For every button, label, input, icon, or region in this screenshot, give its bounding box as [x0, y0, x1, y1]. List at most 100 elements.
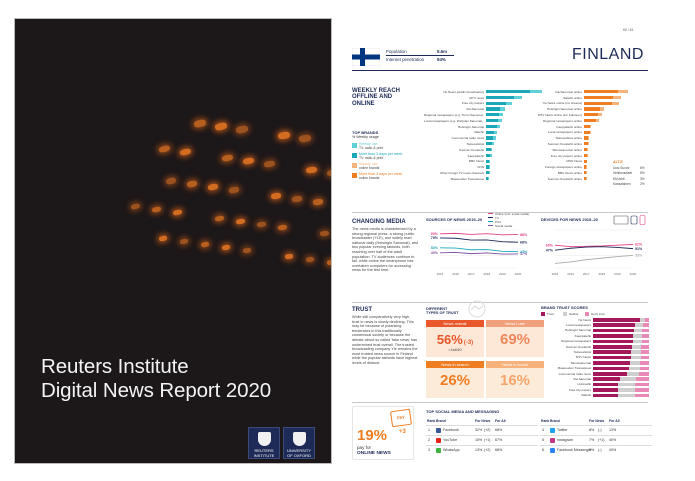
brand-label: Commercial radio news	[558, 371, 591, 376]
neither-segment	[631, 345, 642, 349]
light-dot	[179, 238, 189, 245]
trust-overall-rank: =1st/40	[448, 347, 462, 352]
brand-cell: Facebook	[443, 428, 459, 432]
light-dot	[312, 198, 324, 206]
row-divider	[540, 435, 652, 436]
legend-swatch	[352, 143, 357, 148]
trust-segment	[593, 388, 618, 392]
neither-segment	[640, 318, 645, 322]
series-line	[439, 252, 519, 255]
light-dot	[256, 221, 267, 228]
finland-country-page: 60 / 61 Population 5.6m Internet penetra…	[345, 18, 657, 464]
x-tick-label: 2016	[567, 272, 574, 276]
legend-line	[488, 213, 493, 214]
trust-segment	[593, 334, 633, 338]
for-news-cell: 13%	[475, 448, 483, 452]
trust-text: While still comparatively very high, tru…	[352, 315, 418, 365]
for-all-cell: 68%	[495, 448, 503, 452]
row-divider	[426, 445, 538, 446]
legend-label: Neither	[569, 311, 579, 316]
country-title: FINLAND	[572, 46, 644, 63]
brand-label: Local newspapers	[566, 323, 591, 327]
light-dot	[242, 157, 255, 166]
crest-icon	[292, 432, 306, 446]
for-news-cell: 5%	[589, 448, 595, 452]
reach-bar-3days	[584, 142, 588, 146]
bar-label: Kauppalehti	[467, 153, 484, 158]
bar-label: Helsingin Sanomat	[458, 124, 484, 129]
reach-bar-3days	[584, 113, 598, 117]
bar-label: Iltalehti	[474, 130, 484, 135]
for-all-cell: 13%	[609, 428, 617, 432]
trust-segment	[593, 328, 634, 333]
distrust-segment	[642, 328, 649, 333]
distrust-segment	[644, 318, 649, 322]
divider	[352, 302, 648, 303]
neither-segment	[628, 366, 640, 371]
neither-segment	[617, 393, 635, 398]
legend-label: Don't trust	[591, 311, 605, 316]
page-number: 60 / 61	[623, 28, 634, 32]
delta-cell: (-)	[598, 448, 602, 452]
brand-label: Talouselämä	[573, 350, 591, 354]
reach-bar-3days	[486, 107, 501, 111]
light-dot	[235, 218, 246, 225]
neither-segment	[631, 350, 641, 354]
light-dot	[305, 166, 318, 175]
legend-sub: TV, radio & print	[359, 156, 384, 160]
trust-segment	[593, 366, 629, 371]
bar-label: Local newspapers (e.g. Pohjolan Sanomat,…	[424, 118, 484, 123]
changing-media-text: The news media is characterised by a str…	[352, 227, 419, 273]
bar-label: Talouselämä	[466, 141, 484, 146]
reach-bar-3days	[584, 101, 612, 105]
divider	[352, 402, 648, 403]
end-value-label: 43%	[520, 250, 528, 254]
legend-label: Print	[495, 219, 502, 224]
trust-box-news-in-search: News in search 26%	[426, 361, 484, 398]
brand-label: Maaseudun Tulevaisuus	[557, 366, 591, 371]
delta-cell: (+2)	[484, 448, 491, 452]
light-dot	[130, 202, 141, 211]
reach-bar-3days	[486, 124, 497, 128]
light-dot	[270, 192, 282, 200]
delta-cell: (+1)	[484, 438, 491, 442]
light-dot	[319, 230, 330, 237]
twitter-icon	[550, 427, 555, 433]
end-value-label: 37%	[520, 252, 528, 256]
end-value-label: 68%	[520, 240, 528, 244]
distrust-segment	[634, 388, 649, 392]
reach-bar-3days	[486, 159, 490, 163]
brand-label: Yle News	[577, 317, 591, 322]
series-line	[439, 237, 519, 243]
distrust-segment	[641, 345, 649, 349]
reach-bar-3days	[584, 130, 590, 134]
light-dot	[305, 256, 315, 262]
x-tick-label: 2020	[515, 272, 522, 276]
devices-chart-title: DEVICES FOR NEWS 2015–20	[541, 217, 598, 222]
trust-segment	[593, 361, 630, 365]
light-dot	[165, 176, 177, 185]
x-tick-label: 2018	[598, 272, 605, 276]
distrust-segment	[642, 323, 649, 327]
distrust-segment	[634, 393, 649, 398]
legend-label: Weekly use	[359, 162, 378, 166]
population-value: 5.6m	[437, 49, 448, 54]
brand-label: Ilta-Sanomat	[573, 377, 591, 381]
header-rule	[352, 70, 648, 71]
light-dot	[277, 131, 291, 140]
report-cover: Reuters Institute Digital News Report 20…	[14, 18, 332, 464]
bar-label: Regional newspapers (e.g. Turun Sanomat,…	[424, 112, 484, 117]
end-value-label: 51%	[635, 247, 643, 251]
distrust-segment	[641, 334, 649, 338]
reach-bar-3days	[486, 171, 489, 175]
distrust-segment	[635, 377, 649, 381]
x-tick-label: 2016	[452, 272, 459, 276]
x-tick-label: 2017	[468, 272, 475, 276]
trust-segment	[593, 318, 641, 322]
brand-label: Uutisvahti	[577, 382, 591, 387]
legend-swatch	[352, 163, 357, 168]
end-value-label: 88%	[520, 233, 528, 237]
bar-label: Maaseudun Tulevaisuus	[450, 176, 484, 181]
light-dot	[151, 206, 162, 214]
light-dot	[326, 259, 331, 265]
